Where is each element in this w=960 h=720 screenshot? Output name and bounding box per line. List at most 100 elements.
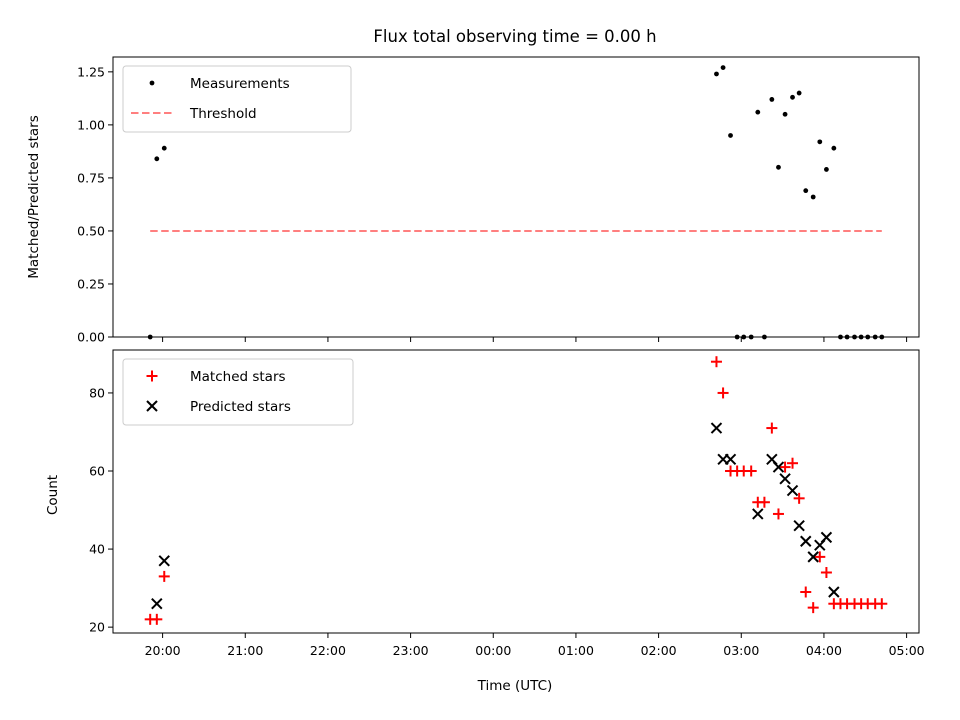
measurements-point [810,194,816,200]
bottom-axes-frame [112,349,920,634]
matched-stars-point [766,422,778,434]
matched-stars-point [793,492,805,504]
matched-stars-point [158,570,170,582]
matched-stars-point [717,387,729,399]
measurements-point [755,109,761,115]
measurements-point [769,97,775,102]
matched-stars-legend-swatch [146,370,158,382]
bottom-x-tick-label: 23:00 [393,643,429,658]
bottom-legend-box [122,358,354,426]
measurements-point [714,71,719,77]
bottom-series-group [144,356,888,625]
measurements-point [161,145,167,151]
predicted-stars-point-stroke [724,453,737,466]
predicted-stars-point-stroke [786,484,799,497]
measurements-point [782,111,788,117]
matched-stars-point [779,461,791,473]
predicted-stars-point-stroke [820,531,833,544]
bottom-x-tick-label: 04:00 [806,643,842,658]
matched-stars-point [814,551,826,563]
matched-stars-point [800,586,812,598]
bottom-x-tick-label: 21:00 [227,643,263,658]
matched-stars-point [710,356,722,368]
measurements-point [796,90,802,96]
threshold-legend-label: Threshold [189,106,257,122]
predicted-stars-point [772,461,785,473]
predicted-stars-point-stroke [772,461,785,473]
measurements-point [803,188,809,194]
predicted-stars-point-stroke [151,598,163,610]
chart-title: Flux total observing time = 0.00 h [373,27,656,46]
predicted-stars-legend-label: Predicted stars [190,399,291,415]
bottom-x-tick-label: 00:00 [475,643,511,658]
measurements-legend-label: Measurements [190,76,290,92]
predicted-stars-point-stroke [779,473,791,485]
predicted-stars-point [724,453,737,466]
predicted-stars-point [820,531,833,544]
top-plot-area [147,65,885,340]
matched-stars-point [758,496,770,508]
matched-stars-legend-label: Matched stars [190,369,286,385]
predicted-stars-point-stroke [793,519,805,532]
top-y-tick-label: 1.25 [77,64,105,79]
top-legend: Measurements Threshold [122,65,352,133]
predicted-stars-point [752,508,764,520]
top-panel: Flux total observing time = 0.00 h Match… [26,27,920,345]
predicted-stars-point [786,484,799,497]
predicted-stars-point-stroke [710,422,723,434]
bottom-x-tick-label: 02:00 [641,643,677,658]
top-y-tick-label: 1.00 [77,117,105,132]
predicted-stars-point [158,555,170,567]
top-y-tick-label: 0.25 [77,276,105,291]
predicted-stars-point [828,586,840,598]
measurements-legend-swatch [149,80,155,86]
matched-stars-point [876,598,888,610]
bottom-panel: Count Time (UTC) 20 40 60 80 20:00 21:00 22:00… [45,349,925,694]
predicted-stars-point-stroke [828,586,840,598]
predicted-stars-point [807,551,819,563]
bottom-axes: 20 40 60 80 20:00 21:00 22:00 23:00 00:00 01:00 02… [89,349,925,658]
measurements-point [720,65,726,71]
predicted-stars-point [779,473,791,485]
matched-stars-point [772,508,784,520]
bottom-x-tick-label: 22:00 [310,643,346,658]
bottom-y-tick-label: 60 [89,464,105,479]
top-series-group [147,65,885,340]
measurements-point [728,133,733,138]
predicted-stars-legend-swatch-stroke [146,400,158,412]
predicted-stars-point [151,598,163,610]
predicted-stars-point [800,535,812,547]
matched-stars-point [820,566,832,578]
top-y-tick-label: 0.50 [77,223,105,238]
matched-stars-point [807,602,819,614]
bottom-legend: Matched stars Predicted stars [122,358,354,426]
matched-stars-point [151,613,163,625]
bottom-plot-area [144,356,888,625]
top-axes-frame [112,56,920,338]
top-y-tick-label: 0.75 [77,170,105,185]
measurements-point [790,94,795,100]
x-axis-label: Time (UTC) [477,678,553,694]
predicted-stars-point-stroke [766,453,778,466]
bottom-y-tick-label: 40 [89,542,105,557]
top-y-tick-label: 0.00 [77,330,105,345]
measurements-point [154,156,160,162]
bottom-y-axis-label: Count [45,475,61,515]
matched-stars-point [745,465,757,477]
predicted-stars-point-stroke [800,535,812,547]
predicted-stars-point-stroke [807,551,819,563]
top-y-axis-label: Matched/Predicted stars [26,115,42,278]
predicted-stars-point-stroke [752,508,764,520]
bottom-y-tick-label: 80 [89,385,105,400]
measurements-point [817,139,823,145]
predicted-stars-point [710,422,723,434]
predicted-stars-point [793,519,805,532]
bottom-x-tick-label: 20:00 [145,643,181,658]
top-axes: 0.00 0.25 0.50 0.75 1.00 1.25 [77,56,920,345]
measurements-point [824,167,829,172]
measurements-point [776,164,781,170]
predicted-stars-point-stroke [158,555,170,567]
matched-stars-point [787,457,799,469]
predicted-stars-legend-swatch [146,400,158,412]
